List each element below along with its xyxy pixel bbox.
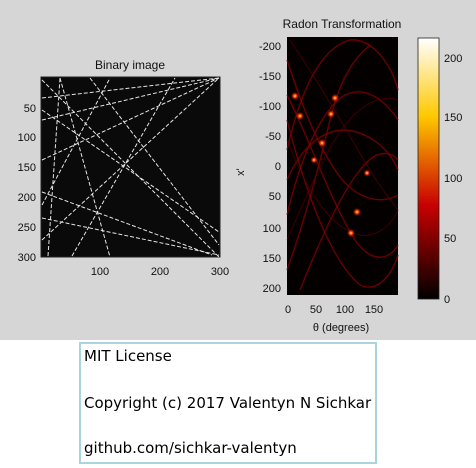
left-ytick: 200 <box>18 192 36 204</box>
colorbar-tick: 100 <box>444 173 462 185</box>
figure-panel: Binary image 50 100 150 200 250 300 100 … <box>0 0 476 340</box>
radon-ytick: -150 <box>259 71 281 83</box>
license-copyright: Copyright (c) 2017 Valentyn N Sichkar <box>84 394 372 412</box>
radon-ytick: -100 <box>259 101 281 113</box>
colorbar-tick: 150 <box>444 112 462 124</box>
radon-ytick: 150 <box>263 253 281 265</box>
figure-svg: Binary image 50 100 150 200 250 300 100 … <box>18 17 463 334</box>
radon-title: Radon Transformation <box>283 17 402 31</box>
left-ytick: 100 <box>18 132 36 144</box>
radon-xtick: 150 <box>365 304 383 316</box>
radon-xtick: 50 <box>310 304 322 316</box>
colorbar <box>417 37 440 300</box>
binary-image-plot <box>40 76 221 258</box>
left-xtick: 300 <box>211 266 229 278</box>
colorbar-tick: 50 <box>444 233 456 245</box>
radon-ytick: 0 <box>275 161 281 173</box>
binary-image-lines <box>41 77 220 258</box>
license-box: MIT License Copyright (c) 2017 Valentyn … <box>79 342 377 464</box>
radon-xlabel: θ (degrees) <box>313 322 369 334</box>
radon-xtick: 100 <box>336 304 354 316</box>
radon-ytick: 100 <box>263 223 281 235</box>
left-ytick: 300 <box>18 252 36 264</box>
license-title: MIT License <box>84 347 172 365</box>
colorbar-tick: 200 <box>444 53 462 65</box>
binary-image-title: Binary image <box>95 58 165 72</box>
license-github: github.com/sichkar-valentyn <box>84 439 297 457</box>
left-xtick: 200 <box>151 266 169 278</box>
radon-ytick: 200 <box>263 283 281 295</box>
radon-ytick: -50 <box>265 131 281 143</box>
left-ytick: 250 <box>18 222 36 234</box>
radon-ylabel: x' <box>235 168 247 176</box>
radon-ytick: -200 <box>259 41 281 53</box>
radon-peaks <box>291 92 371 237</box>
left-ytick: 50 <box>24 103 36 115</box>
colorbar-tick: 0 <box>444 294 450 306</box>
left-xtick: 100 <box>91 266 109 278</box>
radon-ytick: 50 <box>269 191 281 203</box>
radon-plot <box>287 37 398 295</box>
left-ytick: 150 <box>18 162 36 174</box>
radon-xtick: 0 <box>285 304 291 316</box>
